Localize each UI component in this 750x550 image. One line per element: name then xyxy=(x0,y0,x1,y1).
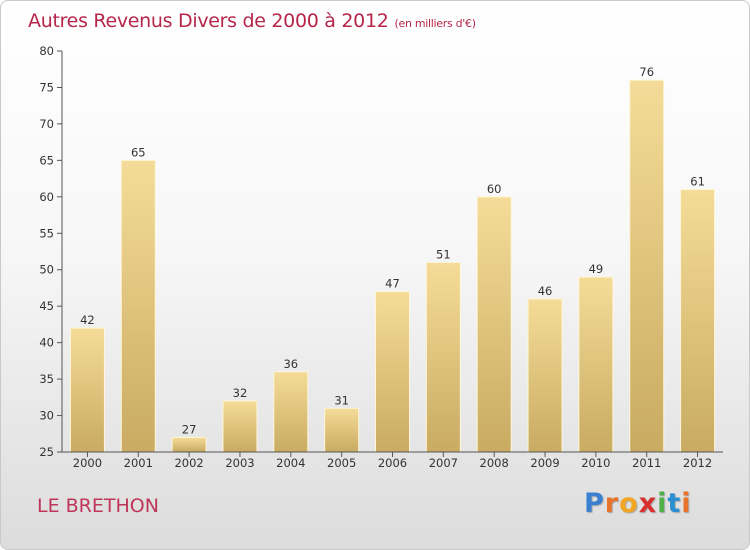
y-tick-label: 35 xyxy=(39,372,54,386)
y-tick-label: 65 xyxy=(39,153,54,167)
data-label-2006: 47 xyxy=(385,277,400,291)
bar-2007 xyxy=(425,261,461,453)
y-tick-label: 30 xyxy=(39,409,54,423)
logo-letter: i xyxy=(657,488,668,519)
x-tick-label: 2003 xyxy=(225,456,254,470)
y-tick-label: 25 xyxy=(39,445,54,459)
y-tick-label: 75 xyxy=(39,80,54,94)
bar-2006 xyxy=(375,291,410,453)
data-label-2004: 36 xyxy=(283,357,298,371)
data-label-2011: 76 xyxy=(639,65,654,79)
bar-2011 xyxy=(629,79,665,453)
bar-2003 xyxy=(222,400,258,453)
y-tick-label: 45 xyxy=(39,299,54,313)
data-label-2000: 42 xyxy=(80,313,95,327)
bars-group xyxy=(69,79,716,453)
bar-2000 xyxy=(69,327,105,453)
logo-letter: o xyxy=(619,488,639,519)
logo-letter: x xyxy=(638,488,658,519)
labels-group: 2000 42 2001 65 2002 27 2003 32 2004 36 2005 31 2006… xyxy=(73,65,712,470)
x-tick-label: 2001 xyxy=(124,456,153,470)
bar-2001 xyxy=(120,159,156,453)
data-label-2007: 51 xyxy=(436,247,451,261)
x-tick-label: 2009 xyxy=(530,456,559,470)
data-label-2012: 61 xyxy=(690,175,705,189)
bar-2010 xyxy=(578,276,614,453)
y-tick-label: 60 xyxy=(39,190,54,204)
y-tick-label: 70 xyxy=(39,117,54,131)
chart-title: Autres Revenus Divers de 2000 à 2012 (en … xyxy=(28,10,476,32)
bar-2012 xyxy=(680,189,716,453)
y-tick-label: 55 xyxy=(39,226,54,240)
data-label-2008: 60 xyxy=(487,182,502,196)
data-label-2005: 31 xyxy=(334,393,349,407)
logo-letter: t xyxy=(667,488,682,519)
chart-unit: (en milliers d'€) xyxy=(394,17,476,30)
x-tick-label: 2005 xyxy=(327,456,356,470)
y-tick-label: 80 xyxy=(39,44,54,58)
x-tick-label: 2007 xyxy=(429,456,458,470)
logo-letter: i xyxy=(681,488,692,519)
logo-letter: r xyxy=(604,488,620,519)
y-tick-label: 50 xyxy=(39,263,54,277)
data-label-2002: 27 xyxy=(182,422,197,436)
chart-title-text: Autres Revenus Divers de 2000 à 2012 xyxy=(28,10,389,32)
proxiti-logo: Proxiti xyxy=(584,488,692,519)
bar-2009 xyxy=(527,298,563,453)
commune-name: LE BRETHON xyxy=(37,495,159,517)
data-label-2009: 46 xyxy=(538,284,553,298)
x-tick-label: 2008 xyxy=(480,456,509,470)
y-tick-label: 40 xyxy=(39,336,54,350)
bar-2002 xyxy=(171,436,207,453)
bar-2005 xyxy=(324,407,360,453)
data-label-2003: 32 xyxy=(233,386,248,400)
x-tick-label: 2006 xyxy=(378,456,407,470)
axes-group: 25 30 35 40 45 50 55 60 65 70 75 80 xyxy=(39,44,723,459)
x-tick-label: 2010 xyxy=(581,456,610,470)
bar-2004 xyxy=(273,371,309,453)
x-tick-label: 2012 xyxy=(683,456,712,470)
x-tick-label: 2004 xyxy=(276,456,305,470)
logo-letter: P xyxy=(584,488,605,519)
x-tick-label: 2000 xyxy=(73,456,102,470)
data-label-2001: 65 xyxy=(131,145,146,159)
bar-2008 xyxy=(476,196,512,453)
x-tick-label: 2002 xyxy=(174,456,203,470)
x-tick-label: 2011 xyxy=(632,456,661,470)
data-label-2010: 49 xyxy=(589,262,604,276)
